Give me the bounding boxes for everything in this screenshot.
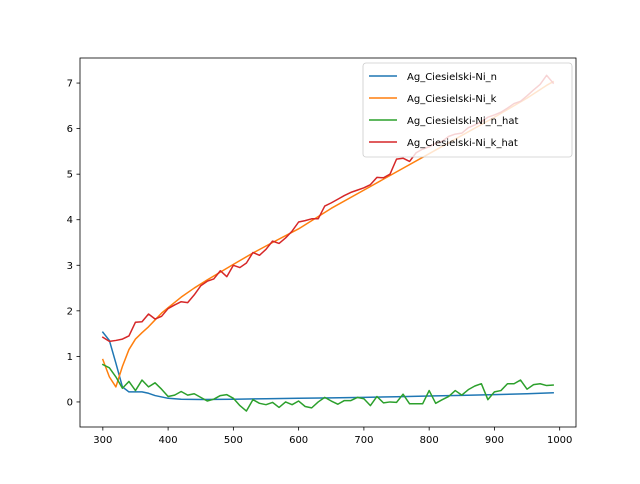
x-tick-label: 600	[289, 435, 308, 446]
y-tick-label: 2	[67, 306, 73, 317]
x-tick-label: 300	[93, 435, 112, 446]
legend-box	[362, 62, 573, 158]
x-tick-label: 700	[354, 435, 373, 446]
y-tick-label: 3	[67, 261, 73, 272]
y-tick-label: 0	[67, 397, 73, 408]
y-tick-label: 4	[67, 215, 73, 226]
legend: Ag_Ciesielski-Ni_n Ag_Ciesielski-Ni_k Ag_C…	[362, 62, 573, 158]
x-tick-label: 1000	[547, 435, 572, 446]
legend-label: Ag_Ciesielski-Ni_k	[407, 94, 497, 105]
plot-frame	[79, 57, 577, 428]
series-line-0	[101, 331, 554, 401]
series-line-2	[101, 363, 554, 412]
x-tick-label: 900	[485, 435, 504, 446]
legend-label: Ag_Ciesielski-Ni_n_hat	[407, 116, 518, 127]
x-tick-label: 400	[159, 435, 178, 446]
y-tick-label: 6	[67, 124, 73, 135]
y-tick-label: 7	[67, 79, 73, 90]
axes: 300 400 500 600 700 800 900 1000 0 1 2 3 4 5 6 7	[67, 57, 577, 446]
legend-label: Ag_Ciesielski-Ni_n	[407, 72, 497, 83]
y-tick-label: 5	[67, 170, 73, 181]
y-tick-label: 1	[67, 352, 73, 363]
legend-label: Ag_Ciesielski-Ni_k_hat	[407, 138, 518, 149]
x-tick-label: 800	[420, 435, 439, 446]
x-tick-label: 500	[224, 435, 243, 446]
